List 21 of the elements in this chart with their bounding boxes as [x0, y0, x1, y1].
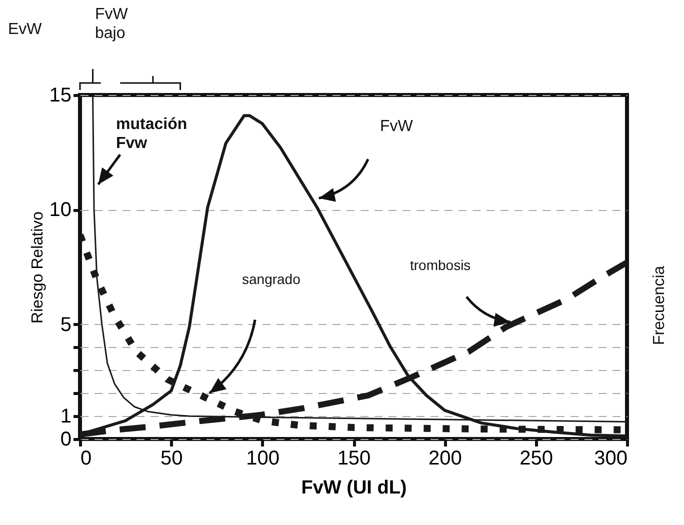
- x-tick-label: 50: [160, 448, 183, 470]
- x-tick-label: 100: [246, 448, 280, 470]
- text: FvW bajo: [95, 5, 128, 43]
- y-axis-title: Riesgo Relativo: [29, 211, 46, 324]
- x-tick-label: 0: [80, 448, 92, 470]
- annotation: trombosis: [410, 256, 471, 275]
- y-tick-label: 0: [60, 428, 72, 450]
- x-tick-label: 200: [428, 448, 462, 470]
- text: EvW: [8, 20, 42, 39]
- y2-axis-title: Frecuencia: [651, 266, 669, 345]
- annotation: FvW: [380, 117, 413, 136]
- y-tick-label: 5: [60, 314, 72, 336]
- y-tick-label: 15: [49, 84, 72, 106]
- x-tick-label: 300: [594, 448, 628, 470]
- annotation: sangrado: [242, 270, 300, 289]
- x-axis-title: FvW (UI dL): [301, 478, 407, 498]
- x-tick-label: 150: [337, 448, 371, 470]
- x-tick-label: 250: [520, 448, 554, 470]
- annotation: mutación Fvw: [116, 115, 188, 153]
- y-tick-label: 1: [60, 406, 72, 428]
- y-tick-label: 10: [49, 199, 72, 222]
